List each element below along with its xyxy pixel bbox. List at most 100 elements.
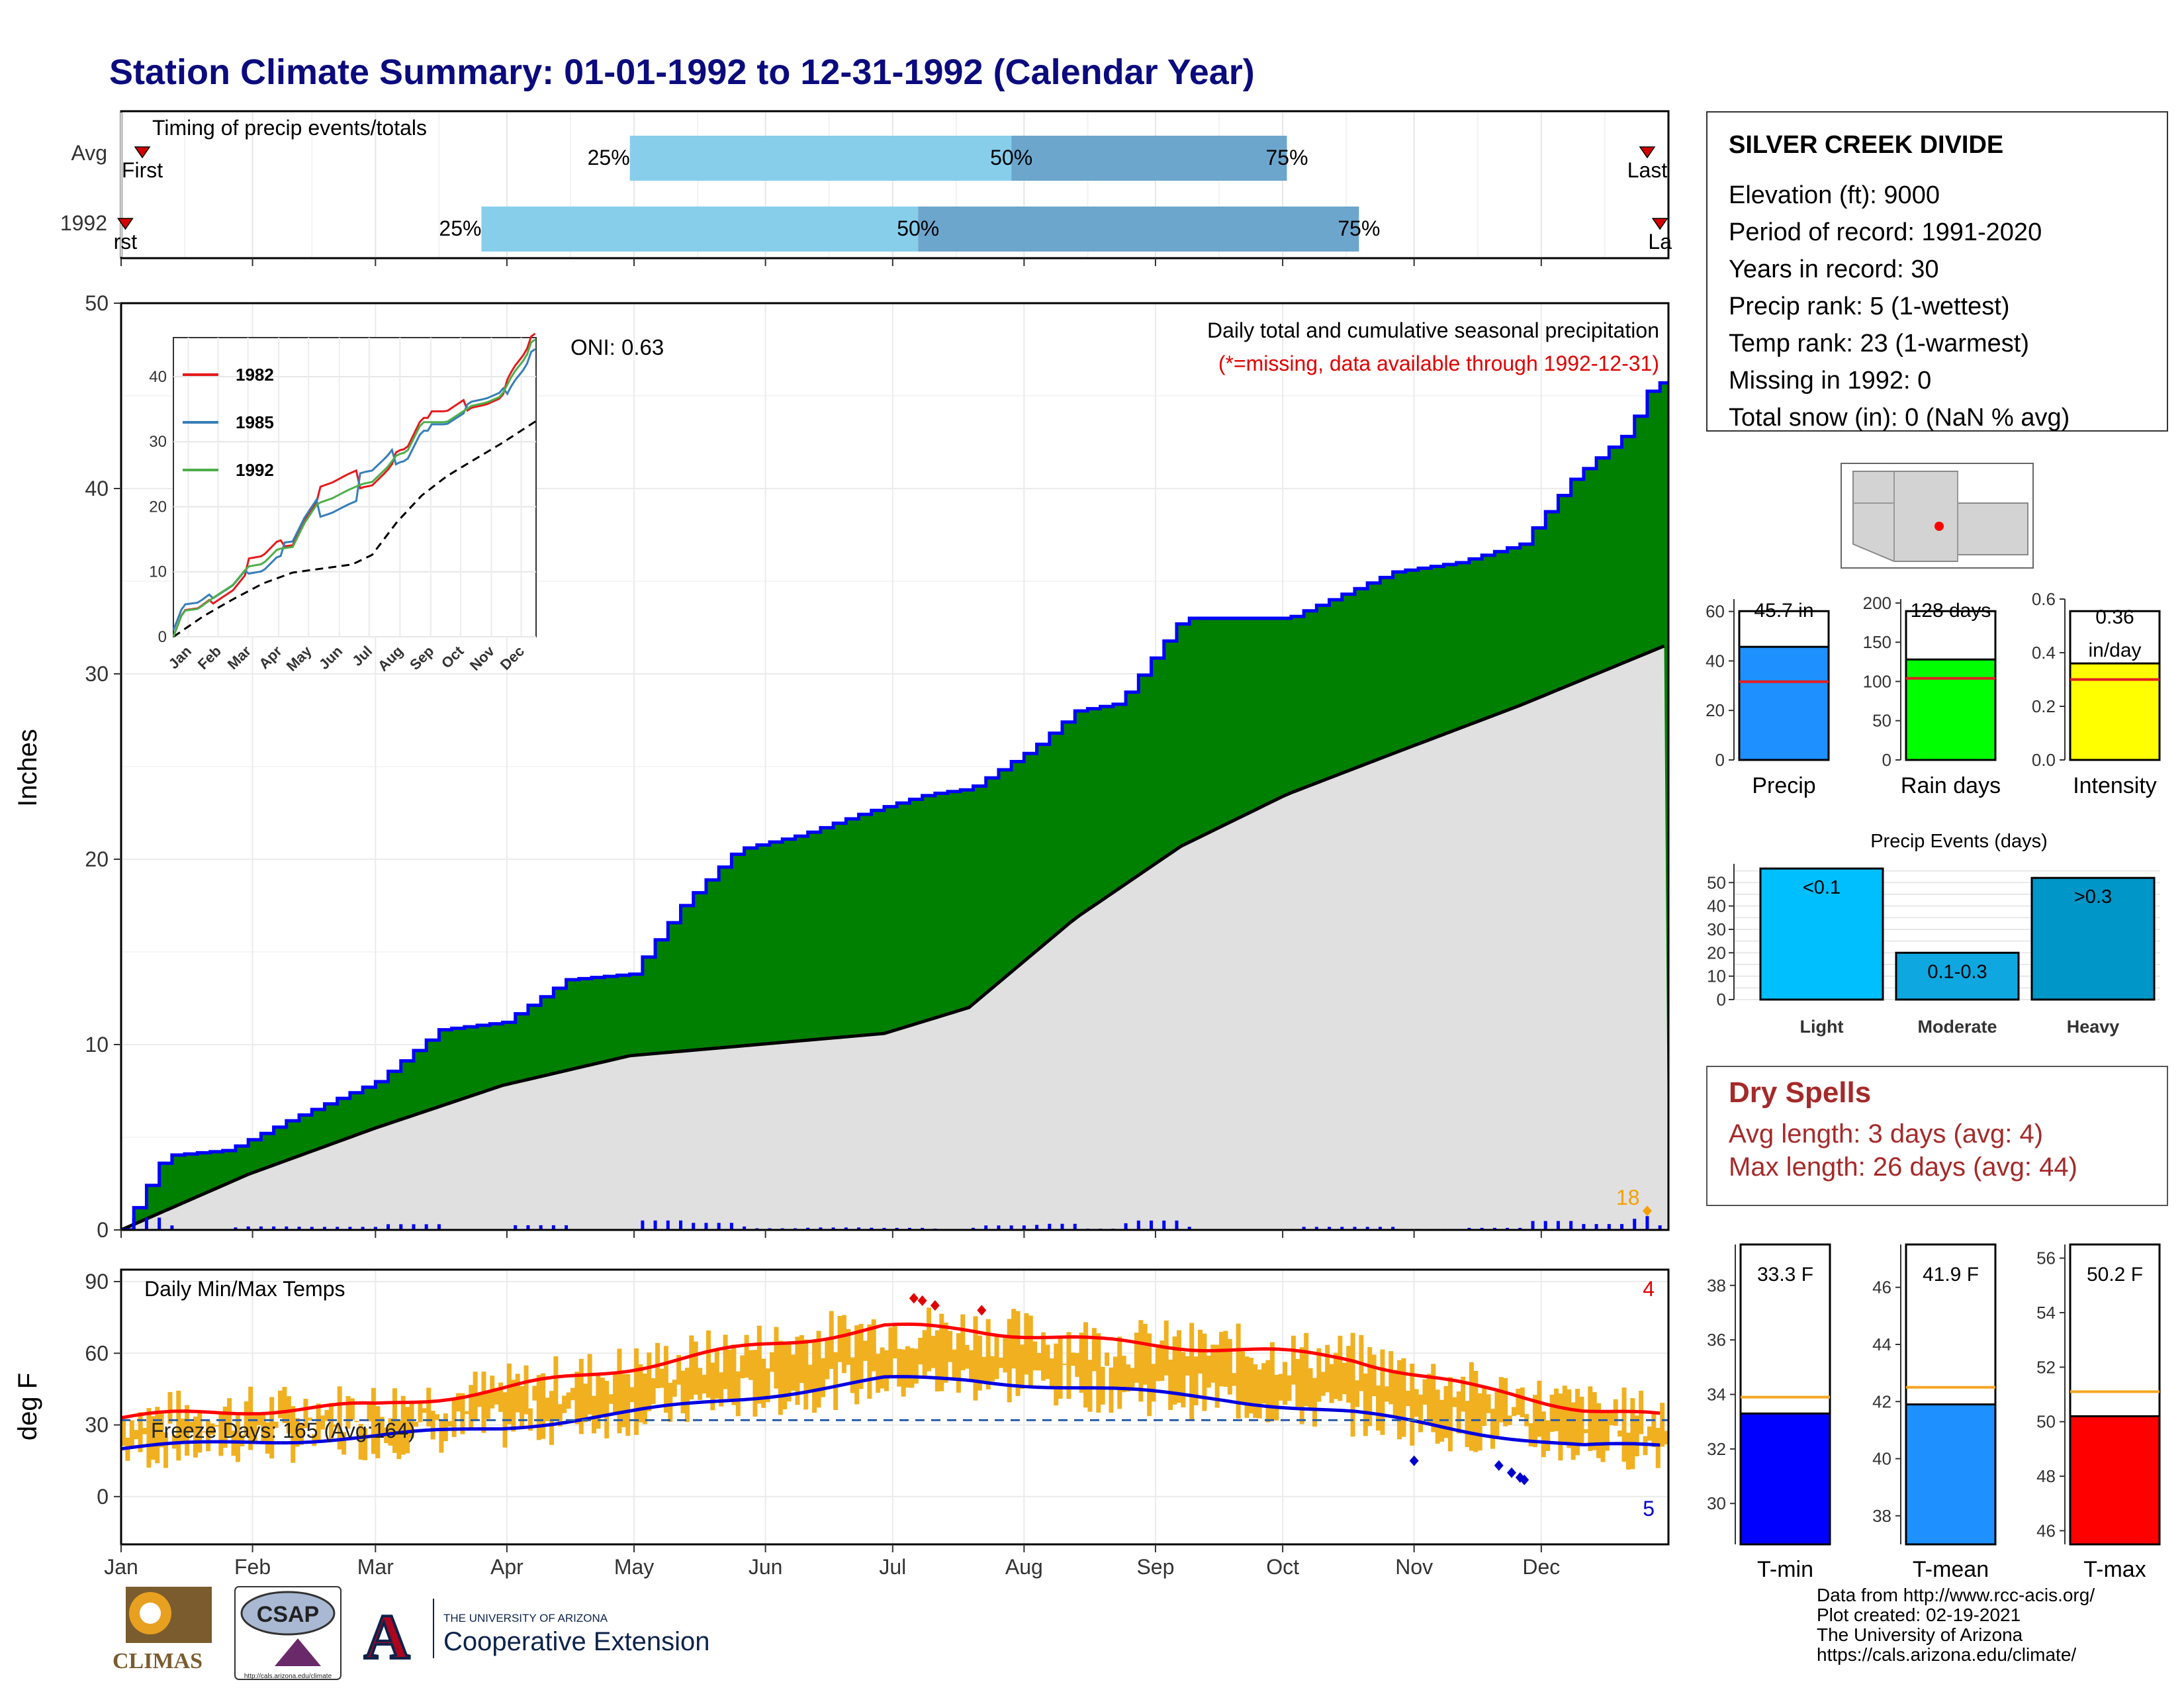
precip-daily-bar-89: [1556, 1221, 1560, 1230]
inset-y-tick-label-0: 0: [158, 628, 167, 646]
temp-daily-bar-140: [714, 1350, 719, 1399]
precip-daily-bar-22: [526, 1225, 530, 1230]
precip-missing-note: (*=missing, data available through 1992-…: [1218, 352, 1659, 375]
precip-daily-bar-29: [679, 1220, 683, 1230]
temp-daily-bar-243: [1151, 1364, 1156, 1402]
temp-daily-bar-194: [943, 1322, 948, 1383]
precip-daily-bar-46: [895, 1227, 899, 1230]
precip-panel: 0 10 20 30 40 50 Inches Daily total and cumul…: [13, 291, 1670, 1242]
temp-daily-bar-166: [825, 1339, 830, 1380]
precip-y-tick-label-3: 30: [85, 662, 109, 686]
temp-daily-bar-300: [1392, 1370, 1398, 1418]
temp-daily-bar-54: [349, 1398, 355, 1421]
temp-daily-bar-16: [189, 1421, 194, 1432]
temp-daily-bar-303: [1405, 1390, 1410, 1407]
events-tick-label-3: 30: [1707, 919, 1726, 939]
precip-daily-bar-45: [882, 1227, 886, 1230]
small-bar-tick-label-1-1: 50: [1872, 711, 1891, 731]
temp-daily-bar-84: [477, 1394, 482, 1407]
timing-p75-label-0: 75%: [1265, 146, 1308, 169]
temp-daily-bar-235: [1117, 1336, 1122, 1409]
events-title: Precip Events (days): [1870, 831, 2048, 852]
temp-daily-bar-329: [1516, 1388, 1521, 1415]
station-precip-rank: Precip rank: 5 (1-wettest): [1729, 293, 2010, 320]
temp-daily-bar-21: [210, 1423, 215, 1435]
precip-y-tick-label-1: 10: [85, 1033, 109, 1056]
temp-daily-bar-41: [295, 1418, 300, 1447]
month-label-Feb: Feb: [234, 1555, 271, 1579]
temp-daily-bar-86: [485, 1391, 490, 1419]
precip-daily-bar-97: [1658, 1225, 1662, 1230]
temp-daily-bar-56: [358, 1423, 363, 1460]
temp-daily-bar-10: [163, 1432, 169, 1468]
timing-first-marker-1: [116, 218, 134, 230]
temp-daily-bar-61: [379, 1417, 385, 1437]
temp-daily-bar-199: [964, 1344, 970, 1369]
temp-daily-bar-274: [1283, 1362, 1288, 1405]
temp-daily-bar-25: [227, 1398, 232, 1436]
precip-daily-bar-69: [1302, 1227, 1306, 1230]
temp-daily-bar-317: [1465, 1401, 1470, 1448]
precip-daily-bar-40: [819, 1227, 823, 1230]
university-of-arizona-logo[interactable]: A THE UNIVERSITY OF ARIZONA Cooperative …: [363, 1599, 709, 1673]
temp-daily-bar-277: [1295, 1358, 1300, 1407]
climas-logo-sun-inner: [140, 1603, 161, 1624]
temp-daily-bar-74: [435, 1414, 440, 1421]
temp-daily-bar-282: [1316, 1348, 1322, 1402]
precip-daily-bar-64: [1150, 1220, 1154, 1230]
temp-bar-tick-label-2-2: 50: [2036, 1412, 2056, 1432]
temp-daily-bar-174: [858, 1324, 864, 1389]
temp-daily-bar-98: [536, 1375, 541, 1440]
temp-daily-bar-123: [642, 1374, 647, 1425]
temp-daily-bar-245: [1160, 1340, 1165, 1382]
csap-logo-text: CSAP: [257, 1602, 319, 1627]
csap-logo[interactable]: CSAP http://cals.arizona.edu/climate: [234, 1586, 341, 1680]
events-bar-Heavy: [2030, 876, 2156, 1001]
temp-daily-bar-40: [291, 1406, 296, 1463]
temp-daily-bar-305: [1414, 1389, 1419, 1417]
precip-daily-bar-0: [132, 1217, 136, 1230]
timing-p50-label-0: 50%: [990, 146, 1032, 169]
small-bar-tick-label-0-0: 0: [1715, 750, 1725, 770]
inset-y-tick-label-1: 10: [149, 563, 167, 581]
partner-logos: CLIMAS CSAP http://cals.arizona.edu/clim…: [113, 1586, 709, 1680]
temp-daily-bar-324: [1494, 1391, 1500, 1439]
temp-daily-bar-187: [913, 1348, 919, 1384]
temp-daily-bar-337: [1549, 1394, 1555, 1432]
month-label-Apr: Apr: [490, 1555, 523, 1579]
temp-daily-bar-6: [146, 1408, 152, 1468]
precip-daily-bar-32: [717, 1223, 721, 1230]
temp-daily-bar-258: [1214, 1344, 1220, 1408]
temp-daily-bar-120: [629, 1387, 635, 1403]
small-bar-value-label-0: 45.7 in: [1754, 600, 1813, 622]
small-bar-tick-label-1-2: 100: [1863, 671, 1891, 691]
small-bar-name-1: Rain days: [1901, 773, 2001, 798]
temp-daily-bar-252: [1189, 1323, 1195, 1420]
month-label-Jan: Jan: [104, 1555, 138, 1579]
temp-daily-bar-69: [413, 1421, 418, 1427]
climas-logo[interactable]: CLIMAS: [113, 1587, 212, 1673]
temp-daily-bar-63: [388, 1418, 393, 1446]
temp-daily-bar-3: [134, 1430, 139, 1440]
temp-daily-bar-321: [1482, 1385, 1487, 1427]
precip-daily-bar-27: [653, 1220, 657, 1230]
temp-daily-bar-75: [439, 1419, 444, 1453]
temp-record-marker-4: [1409, 1455, 1419, 1466]
precip-daily-bar-55: [1035, 1225, 1039, 1230]
temp-daily-bar-201: [973, 1316, 978, 1401]
temp-daily-bar-135: [693, 1341, 698, 1395]
precip-daily-bar-20: [437, 1224, 441, 1230]
ua-block-a: A: [364, 1601, 410, 1672]
small-bar-value-2: [2069, 662, 2161, 761]
freeze-days-label: Freeze Days: 165 (Avg:164): [151, 1419, 416, 1442]
inset-y-tick-label-3: 30: [149, 433, 167, 451]
precip-daily-bar-66: [1175, 1220, 1179, 1230]
temp-daily-bar-203: [981, 1356, 987, 1383]
temp-daily-bar-226: [1079, 1333, 1084, 1393]
precip-daily-bar-2: [158, 1217, 161, 1230]
temp-daily-bar-52: [341, 1432, 347, 1455]
temp-daily-bar-284: [1325, 1344, 1330, 1393]
temp-daily-bar-259: [1219, 1332, 1224, 1387]
temp-daily-bar-269: [1261, 1363, 1267, 1404]
precip-daily-bar-54: [1022, 1225, 1026, 1230]
